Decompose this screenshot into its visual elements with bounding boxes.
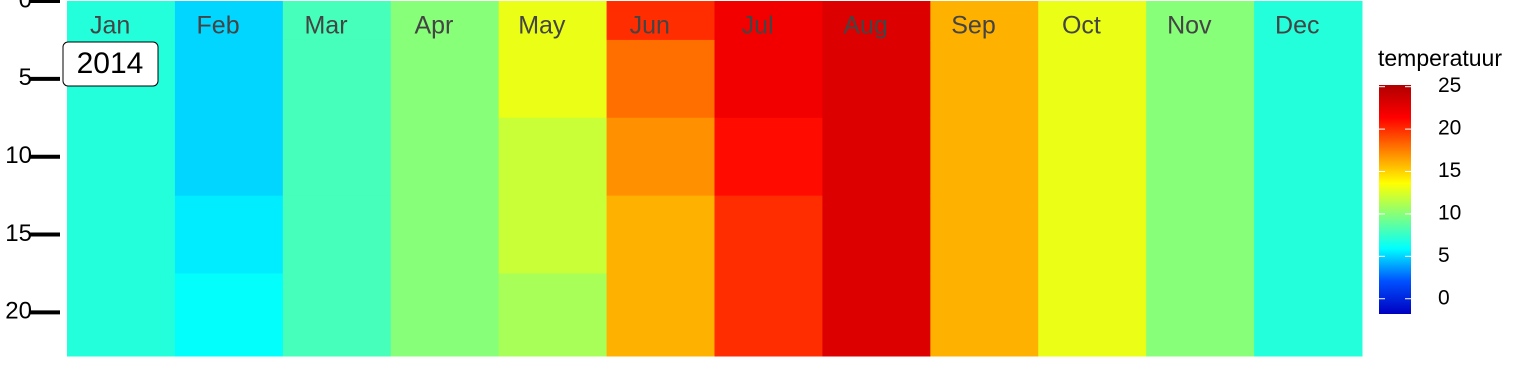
heat-cell: [1038, 1, 1147, 41]
heat-cell: [606, 1, 715, 41]
heat-cell: [498, 195, 608, 274]
heat-cell: [67, 1, 176, 41]
heat-cell: [67, 117, 176, 197]
heat-cell: [390, 39, 500, 119]
heat-cell: [1254, 273, 1363, 357]
heat-cell: [606, 39, 715, 119]
heat-cell: [67, 195, 176, 274]
heat-cell: [822, 273, 931, 357]
heat-cell: [1254, 117, 1363, 197]
month-label: Apr: [414, 12, 453, 40]
heat-cell: [498, 117, 608, 197]
heat-cell: [390, 117, 500, 197]
heat-cell: [1146, 1, 1255, 41]
heat-cell: [390, 273, 500, 357]
heat-cell: [174, 39, 284, 119]
heat-cell: [1254, 39, 1363, 119]
heat-cell: [174, 273, 284, 357]
heat-cell: [1254, 1, 1363, 41]
colorbar-label: 15: [1438, 159, 1461, 182]
colorbar-label: 10: [1438, 201, 1461, 224]
heat-cell: [930, 117, 1039, 197]
heat-cell: [1146, 195, 1255, 274]
heat-cell: [714, 273, 823, 357]
heat-cell: [498, 1, 608, 41]
heat-cell: [822, 1, 931, 41]
heat-cell: [282, 195, 392, 274]
legend-title: temperatuur: [1378, 45, 1502, 71]
heat-cell: [606, 273, 715, 357]
heat-cell: [930, 195, 1039, 274]
month-label: Jun: [630, 12, 670, 40]
month-label: Jul: [742, 12, 774, 40]
heat-cell: [714, 195, 823, 274]
month-label: Dec: [1275, 12, 1319, 40]
colorbar: [1379, 85, 1411, 314]
heat-cell: [390, 1, 500, 41]
month-label: Nov: [1167, 12, 1212, 40]
month-label: May: [518, 12, 566, 40]
heat-cell: [1038, 273, 1147, 357]
y-tick-label: 0: [19, 0, 32, 13]
heat-cell: [1146, 39, 1255, 119]
heat-cell: [174, 117, 284, 197]
y-tick-label: 5: [19, 64, 32, 91]
annotation-box: [62, 41, 159, 87]
heat-cell: [822, 195, 931, 274]
colorbar-label: 25: [1438, 74, 1461, 97]
heat-cell: [1146, 273, 1255, 357]
colorbar-label: 0: [1438, 286, 1450, 309]
month-label: Feb: [197, 12, 240, 40]
heat-cell: [930, 273, 1039, 357]
y-tick-label: 10: [5, 142, 32, 169]
month-label: Sep: [951, 12, 995, 40]
heat-cell: [1146, 117, 1255, 197]
month-label: Mar: [304, 12, 347, 40]
heat-cell: [930, 39, 1039, 119]
month-label: Oct: [1062, 12, 1101, 40]
heat-cell: [390, 195, 500, 274]
heat-cell: [822, 117, 931, 197]
heat-cell: [606, 117, 715, 197]
heat-cell: [1038, 195, 1147, 274]
heat-cell: [714, 117, 823, 197]
heat-cell: [282, 273, 392, 357]
heat-cell: [282, 39, 392, 119]
heat-cell: [282, 117, 392, 197]
heat-cell: [67, 273, 176, 357]
heat-cell: [1038, 39, 1147, 119]
month-label: Aug: [843, 12, 887, 40]
annotation: 2014: [77, 47, 144, 80]
heat-cell: [282, 1, 392, 41]
heat-cell: [714, 1, 823, 41]
heat-cell: [1038, 117, 1147, 197]
heat-cell: [930, 1, 1039, 41]
heat-cell: [174, 195, 284, 274]
y-tick-label: 20: [5, 298, 32, 325]
colorbar-label: 20: [1438, 117, 1461, 140]
y-tick-label: 15: [5, 220, 32, 247]
heat-cell: [714, 39, 823, 119]
heat-cell: [498, 273, 608, 357]
month-label: Jan: [90, 12, 130, 40]
heat-cell: [174, 1, 284, 41]
heat-cell: [1254, 195, 1363, 274]
colorbar-label: 5: [1438, 244, 1450, 267]
heat-cell: [498, 39, 608, 119]
heat-cell: [822, 39, 931, 119]
heat-cell: [606, 195, 715, 274]
